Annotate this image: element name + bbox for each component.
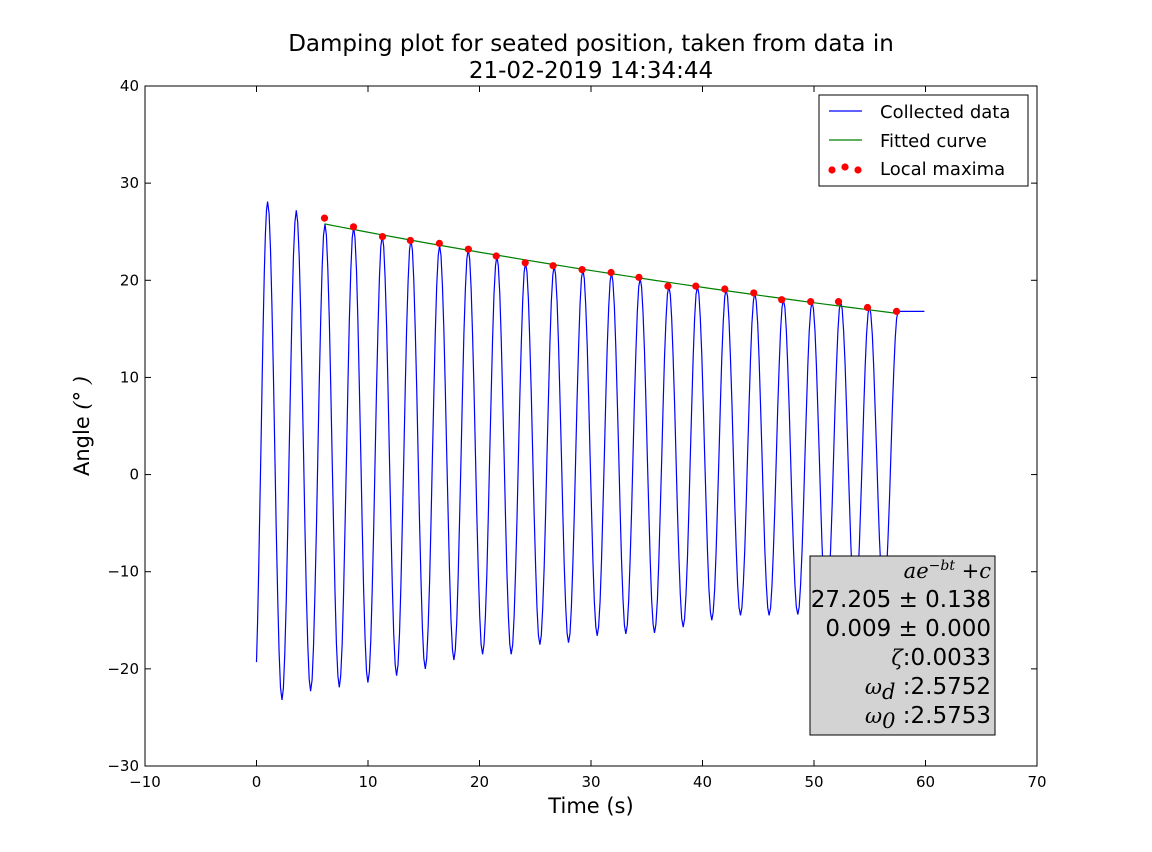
legend-dot-maxima-3 (854, 166, 862, 174)
x-tick-label: 50 (804, 773, 823, 791)
local-maximum-point (378, 232, 387, 241)
y-tick-label: −20 (107, 660, 139, 678)
y-tick-label: −30 (107, 757, 139, 775)
x-axis-label: Time (s) (547, 794, 633, 818)
omega-d-symbol: ω (865, 675, 882, 699)
natural-frequency-value: :2.5753 (895, 703, 991, 729)
plot-area: −10 0 10 20 30 40 50 60 70 −30 −20 −10 0 10 20 30 40 (107, 77, 1046, 791)
damped-frequency: ωd :2.5752 (865, 674, 991, 704)
local-maximum-point (578, 266, 586, 274)
local-maximum-point (834, 298, 843, 306)
zeta-symbol: ζ (891, 646, 904, 670)
y-tick-label: 30 (120, 174, 139, 192)
fit-parameters-box: ae−bt +c 27.205 ± 0.138 0.009 ± 0.000 ζ:… (809, 555, 996, 736)
x-tick-label: 20 (470, 773, 489, 791)
x-tick-label: 40 (693, 773, 712, 791)
x-tick-label: 60 (916, 773, 935, 791)
y-tick-label: 10 (120, 368, 139, 386)
legend: Collected data Fitted curve Local maxima (818, 94, 1029, 187)
x-tick-label: 30 (581, 773, 600, 791)
natural-frequency: ω0 :2.5753 (865, 703, 991, 733)
y-tick-label: 40 (120, 77, 139, 95)
y-axis-label-unit: (° ) (70, 376, 94, 410)
fit-formula: ae−bt +c (904, 558, 992, 583)
fit-formula-plus-c: +c (955, 559, 991, 583)
x-tick-label: 70 (1027, 773, 1046, 791)
y-axis-label-text: Angle (70, 410, 94, 476)
local-maximum-point (863, 303, 872, 312)
local-maximum-point (320, 214, 329, 222)
legend-label-fitted: Fitted curve (880, 131, 987, 152)
local-maximum-point (635, 273, 643, 281)
x-tick-label: 0 (252, 773, 262, 791)
x-tick-label: 10 (358, 773, 377, 791)
y-tick-label: 0 (129, 466, 139, 484)
y-tick-label: −10 (107, 563, 139, 581)
local-maximum-point (349, 223, 358, 231)
omega-d-subscript: d (882, 680, 895, 704)
legend-label-collected: Collected data (880, 102, 1010, 123)
local-maximum-point (778, 296, 786, 304)
local-maximum-point (521, 259, 529, 267)
local-maximum-point (406, 236, 414, 245)
x-tick-label: −10 (129, 773, 161, 791)
local-maximum-point (892, 307, 901, 315)
legend-label-maxima: Local maxima (880, 159, 1005, 180)
y-tick-label: 20 (120, 271, 139, 289)
chart-title-line-1: Damping plot for seated position, taken … (288, 31, 894, 57)
local-maximum-point (692, 282, 700, 290)
local-maximum-point (807, 298, 815, 306)
local-maximum-point (607, 268, 615, 277)
fit-param-a: 27.205 ± 0.138 (811, 587, 991, 613)
local-maximum-point (492, 252, 500, 260)
local-maximum-point (664, 282, 672, 290)
local-maximum-point (549, 262, 557, 270)
fit-formula-exponent: −bt (929, 558, 956, 574)
omega-0-symbol: ω (865, 704, 882, 728)
tick-layer: −10 0 10 20 30 40 50 60 70 −30 −20 −10 0 10 20 30 40 (107, 77, 1046, 791)
fit-param-b: 0.009 ± 0.000 (825, 616, 991, 642)
chart-title-line-2: 21-02-2019 14:34:44 (469, 58, 713, 84)
legend-dot-maxima-2 (841, 163, 849, 171)
y-axis-label: Angle (° ) (70, 376, 94, 476)
damping-ratio: ζ:0.0033 (891, 645, 991, 671)
damped-frequency-value: :2.5752 (895, 674, 991, 700)
local-maximum-point (464, 245, 472, 253)
fit-formula-a: ae (904, 559, 929, 583)
omega-0-subscript: 0 (882, 709, 895, 733)
fit-parameters-background (809, 555, 996, 736)
local-maximum-point (435, 239, 443, 247)
local-maximum-point (750, 289, 758, 297)
damping-ratio-value: :0.0033 (903, 645, 991, 671)
legend-dot-maxima-1 (828, 166, 836, 174)
series-layer (255, 201, 925, 700)
local-maximum-point (721, 285, 729, 293)
